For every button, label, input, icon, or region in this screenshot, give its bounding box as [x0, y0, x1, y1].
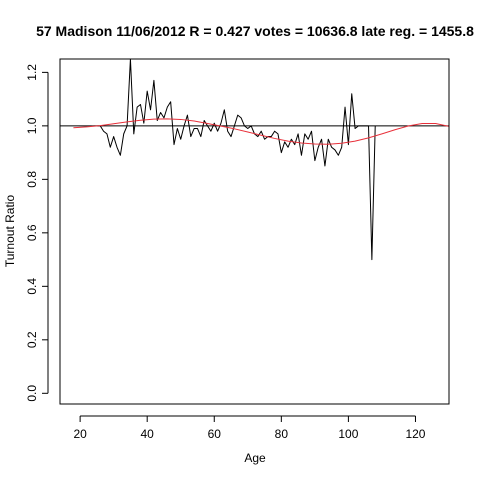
y-tick-label: 0.8 [25, 171, 39, 188]
y-tick-label: 0.0 [25, 385, 39, 402]
y-tick-label: 0.6 [25, 224, 39, 241]
x-axis: 20 40 60 80 100 120 [73, 415, 426, 441]
y-axis-label: Turnout Ratio [3, 195, 17, 268]
plot-area [60, 59, 449, 261]
x-tick-label: 80 [275, 427, 289, 441]
smoothed-fit-line [73, 118, 449, 145]
x-tick-label: 120 [405, 427, 425, 441]
y-tick-label: 0.2 [25, 331, 39, 348]
turnout-ratio-line [93, 59, 376, 261]
y-tick-label: 1.2 [25, 64, 39, 81]
x-tick-label: 40 [141, 427, 155, 441]
y-tick-label: 0.4 [25, 278, 39, 295]
plot-frame [59, 58, 450, 405]
x-axis-label: Age [244, 451, 266, 465]
y-axis: 0.0 0.2 0.4 0.6 0.8 1.0 1.2 [25, 64, 49, 402]
x-tick-label: 100 [338, 427, 358, 441]
x-tick-label: 60 [208, 427, 222, 441]
y-tick-label: 1.0 [25, 117, 39, 134]
chart-title: 57 Madison 11/06/2012 R = 0.427 votes = … [36, 23, 474, 39]
x-tick-label: 20 [73, 427, 87, 441]
